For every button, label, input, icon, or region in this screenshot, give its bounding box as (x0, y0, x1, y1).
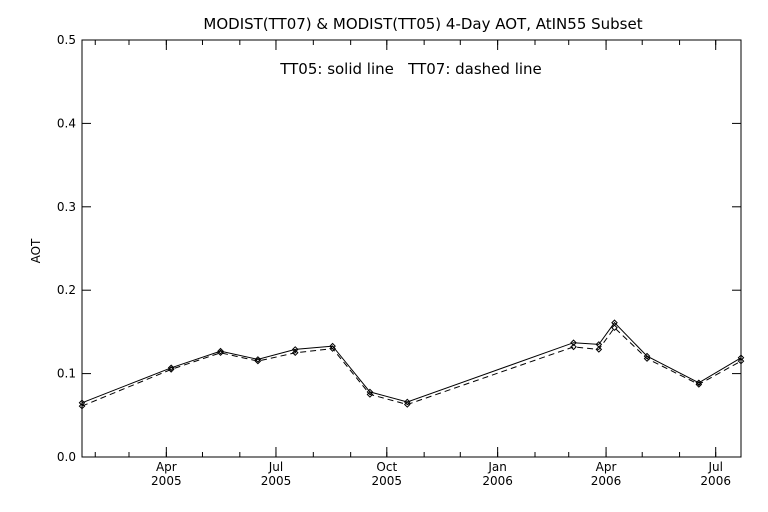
y-tick-label: 0.3 (57, 200, 76, 214)
data-point (167, 366, 175, 373)
data-point (254, 357, 262, 365)
line-style-note: TT05: solid line TT07: dashed line (279, 60, 542, 78)
data-point (643, 355, 651, 362)
x-tick-label: Jul (707, 460, 722, 474)
data-point (291, 349, 299, 357)
data-point (695, 379, 703, 387)
x-tick-label: Oct (376, 460, 397, 474)
data-point (217, 349, 224, 357)
x-tick-label: Apr (596, 460, 617, 474)
data-point (78, 402, 86, 410)
x-tick-year-label: 2005 (261, 474, 292, 488)
data-point (167, 364, 175, 372)
x-tick-year-label: 2006 (591, 474, 622, 488)
x-tick-year-label: 2005 (372, 474, 403, 488)
y-tick-label: 0.5 (57, 33, 76, 47)
data-point (737, 354, 745, 362)
series-tt07 (78, 324, 745, 410)
data-point (329, 345, 336, 352)
series-line-tt07 (81, 326, 742, 407)
data-point (737, 357, 745, 365)
data-point (695, 381, 703, 388)
data-point (595, 346, 603, 353)
y-axis-label: AOT (29, 238, 43, 263)
data-point (611, 324, 618, 332)
data-point (78, 399, 86, 407)
data-point (254, 356, 262, 363)
series-tt05 (78, 319, 745, 407)
y-tick-label: 0.0 (57, 450, 76, 464)
data-point (570, 343, 577, 351)
data-point (291, 346, 299, 353)
x-tick-year-label: 2006 (700, 474, 731, 488)
data-point (403, 401, 411, 408)
x-tick-year-label: 2006 (482, 474, 513, 488)
series-layer (78, 319, 745, 410)
data-point (217, 347, 224, 355)
series-line-tt05 (81, 321, 742, 404)
axes: 0.00.10.20.30.40.5Apr2005Jul2005Oct2005J… (57, 33, 742, 488)
y-tick-label: 0.2 (57, 283, 76, 297)
x-tick-year-label: 2005 (151, 474, 182, 488)
chart-title: MODIST(TT07) & MODIST(TT05) 4-Day AOT, A… (203, 15, 642, 33)
data-point (366, 391, 374, 398)
x-tick-label: Apr (156, 460, 177, 474)
y-tick-label: 0.4 (57, 116, 76, 130)
x-tick-label: Jan (487, 460, 507, 474)
plot-frame (81, 39, 742, 458)
y-tick-label: 0.1 (57, 367, 76, 381)
x-tick-label: Jul (268, 460, 283, 474)
data-point (570, 339, 577, 347)
